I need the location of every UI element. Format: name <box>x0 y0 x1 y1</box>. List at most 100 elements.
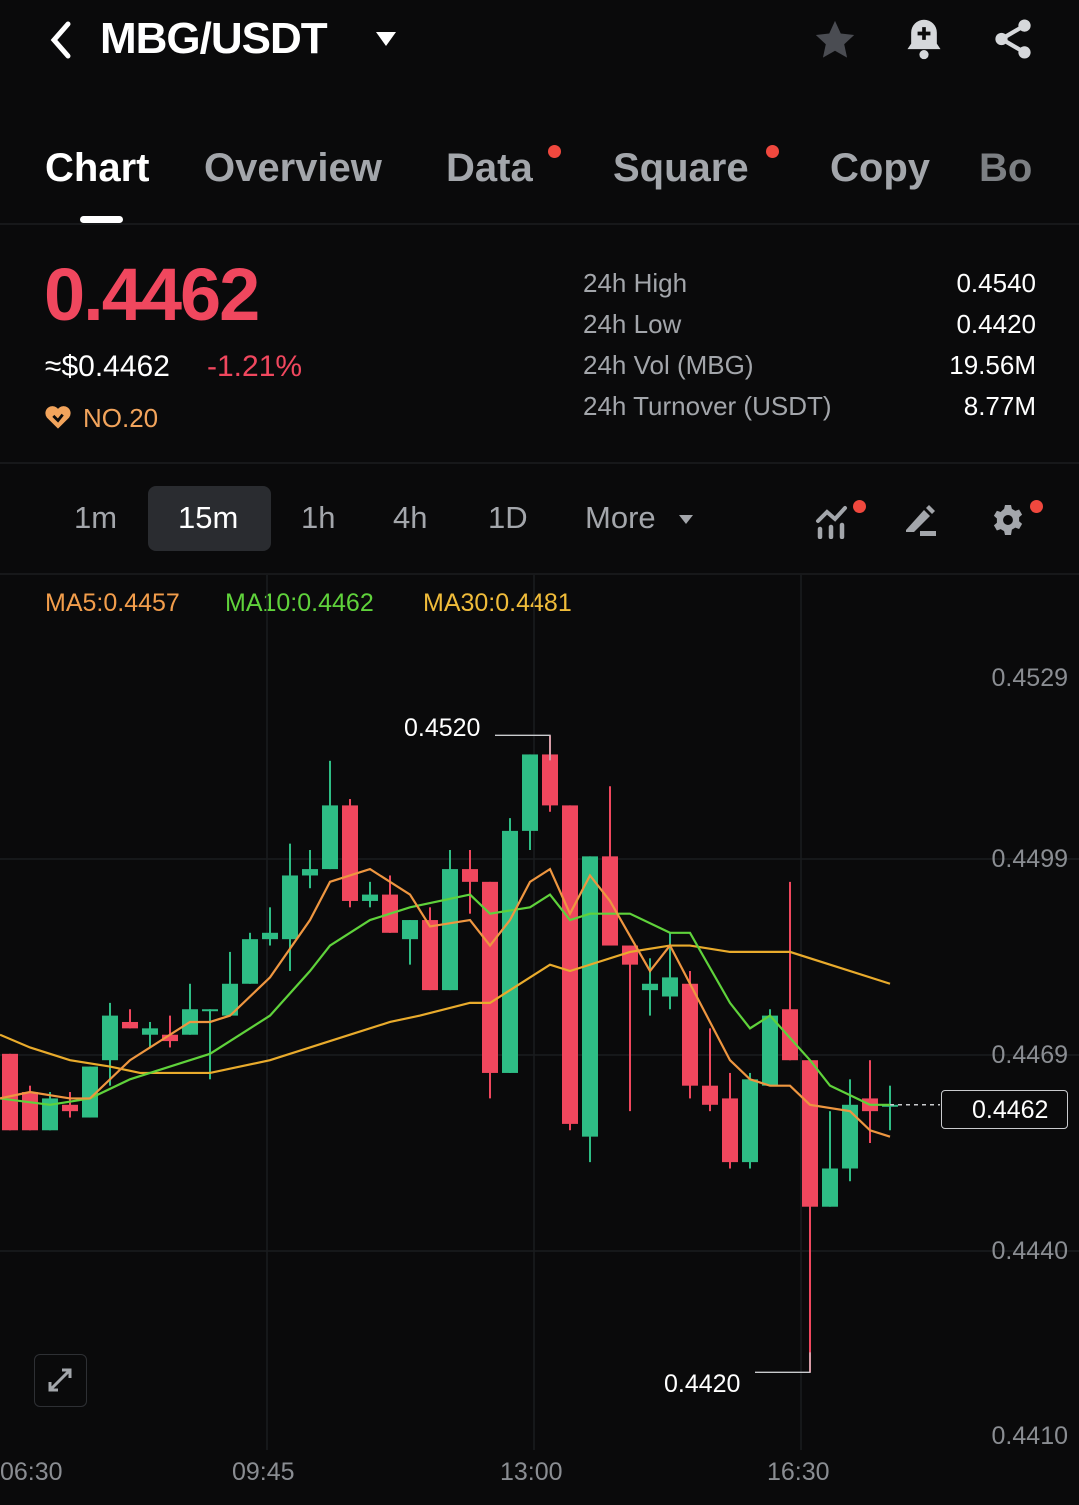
min-price-leader <box>755 1352 811 1373</box>
draw-pencil-icon[interactable] <box>902 502 938 538</box>
candle-body <box>642 983 658 991</box>
caret-down-icon[interactable] <box>374 30 398 48</box>
candle-body <box>522 754 538 831</box>
min-price-label: 0.4420 <box>664 1370 741 1398</box>
stat-label: 24h High <box>583 268 688 298</box>
stat-label: 24h Low <box>583 309 682 339</box>
rank-badge[interactable]: NO.20 <box>83 403 159 433</box>
indicators-icon[interactable] <box>815 503 853 539</box>
candle-body <box>242 939 258 984</box>
divider <box>0 573 1079 575</box>
candle-body <box>102 1015 118 1061</box>
candle-body <box>562 805 578 1124</box>
candle-body <box>82 1066 98 1118</box>
settings-gear-icon[interactable] <box>990 502 1026 538</box>
stat-value: 0.4540 <box>956 268 1036 298</box>
candle-body <box>542 754 558 806</box>
ma10-legend: MA10:0.4462 <box>225 589 374 617</box>
y-tick-label: 0.4499 <box>991 845 1068 873</box>
candle-body <box>482 881 498 1073</box>
candle-body <box>142 1028 158 1035</box>
max-price-leader <box>495 734 551 761</box>
tab-bots[interactable]: Bo <box>979 146 1033 190</box>
max-price-label: 0.4520 <box>404 714 481 742</box>
back-chevron-icon <box>50 21 71 59</box>
candle-body <box>42 1098 58 1131</box>
notification-dot <box>1030 500 1043 513</box>
interval-1d[interactable]: 1D <box>488 500 528 535</box>
bell-plus-icon[interactable] <box>902 16 946 62</box>
candle-body <box>782 1009 798 1061</box>
stat-label: 24h Turnover (USDT) <box>583 391 832 421</box>
stat-value: 8.77M <box>963 391 1036 421</box>
x-tick-label: 09:45 <box>232 1458 295 1486</box>
rank-heart-icon <box>45 406 71 429</box>
candle-body <box>822 1168 838 1207</box>
y-tick-label: 0.4529 <box>991 664 1068 692</box>
interval-selected-bg <box>148 486 271 551</box>
ma5-line <box>0 867 891 1138</box>
candle-body <box>662 977 678 997</box>
tab-active-indicator <box>80 216 123 223</box>
interval-15m[interactable]: 15m <box>178 500 239 535</box>
tab-overview[interactable]: Overview <box>204 146 382 190</box>
candle-body <box>202 1009 218 1012</box>
candle-body <box>402 920 418 940</box>
x-tick-label: 06:30 <box>0 1458 63 1486</box>
x-tick-label: 16:30 <box>767 1458 830 1486</box>
ma30-legend: MA30:0.4481 <box>423 589 572 617</box>
candle-body <box>462 869 478 882</box>
star-icon[interactable] <box>812 17 858 63</box>
pair-title[interactable]: MBG/USDT <box>100 14 328 63</box>
usd-price: ≈$0.4462 <box>45 350 170 383</box>
tab-data[interactable]: Data <box>446 146 533 190</box>
last-price-tag <box>941 1090 1068 1129</box>
back-button[interactable] <box>44 20 80 60</box>
share-icon[interactable] <box>990 16 1036 62</box>
ma5-legend: MA5:0.4457 <box>45 589 180 617</box>
y-tick-label: 0.4410 <box>991 1422 1068 1450</box>
candle-body <box>222 983 238 1016</box>
candle-body <box>2 1053 18 1131</box>
stat-value: 19.56M <box>949 350 1036 380</box>
candle-body <box>622 945 638 965</box>
candle-body <box>322 805 338 870</box>
caret-down-icon <box>679 515 693 524</box>
ma30-line <box>0 944 891 1075</box>
candle-body <box>762 1015 778 1086</box>
notification-dot <box>766 145 779 158</box>
fullscreen-button[interactable] <box>34 1354 87 1407</box>
tab-chart[interactable]: Chart <box>45 146 150 190</box>
candle-body <box>282 875 298 940</box>
candle-body <box>682 983 698 1086</box>
ma10-line <box>0 893 890 1106</box>
candle-body <box>62 1104 78 1112</box>
interval-4h[interactable]: 4h <box>393 500 428 535</box>
candlestick-chart[interactable] <box>0 575 1079 1505</box>
candle-body <box>162 1034 178 1042</box>
candle-body <box>442 869 458 991</box>
last-price-tag-label: 0.4462 <box>972 1096 1049 1124</box>
candle-body <box>262 932 278 940</box>
notification-dot <box>548 145 561 158</box>
candle-body <box>582 856 598 1137</box>
candle-body <box>842 1104 858 1169</box>
candle-body <box>742 1079 758 1163</box>
tab-copy[interactable]: Copy <box>830 146 930 190</box>
price-change: -1.21% <box>207 350 303 383</box>
y-tick-label: 0.4469 <box>991 1041 1068 1069</box>
interval-1m[interactable]: 1m <box>74 500 118 535</box>
divider <box>0 223 1079 225</box>
x-tick-label: 13:00 <box>500 1458 563 1486</box>
y-tick-label: 0.4440 <box>991 1237 1068 1265</box>
candle-body <box>502 830 518 1073</box>
notification-dot <box>853 500 866 513</box>
tab-square[interactable]: Square <box>613 146 749 190</box>
candle-body <box>362 894 378 901</box>
interval-more[interactable]: More <box>585 500 656 535</box>
interval-1h[interactable]: 1h <box>301 500 336 535</box>
candle-body <box>802 1060 818 1207</box>
last-price: 0.4462 <box>44 253 260 336</box>
candle-body <box>722 1098 738 1163</box>
stat-label: 24h Vol (MBG) <box>583 350 754 380</box>
